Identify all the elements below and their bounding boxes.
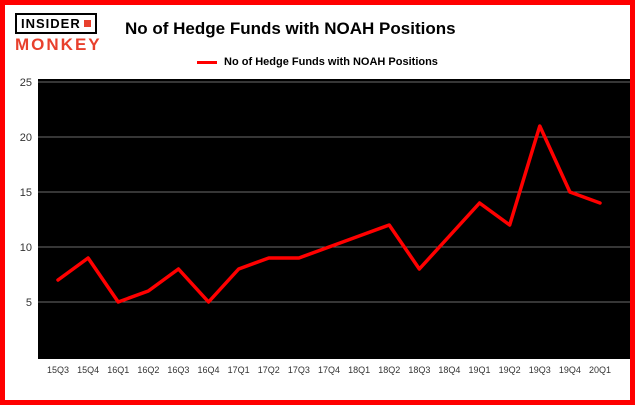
plot-background [38, 79, 630, 359]
x-tick-label: 16Q3 [167, 365, 189, 375]
logo-red-square-icon [83, 20, 91, 27]
legend-label: No of Hedge Funds with NOAH Positions [224, 56, 438, 68]
logo-monkey-text: MONKEY [15, 35, 102, 54]
series-line [56, 124, 602, 304]
x-tick-label: 18Q1 [348, 365, 370, 375]
logo-insider-text: INSIDER [21, 16, 81, 31]
x-tick-label: 19Q3 [529, 365, 551, 375]
x-tick-label: 17Q4 [318, 365, 340, 375]
x-tick-label: 16Q1 [107, 365, 129, 375]
x-tick-label: 17Q3 [288, 365, 310, 375]
x-tick-label: 18Q2 [378, 365, 400, 375]
x-tick-label: 18Q4 [438, 365, 460, 375]
x-tick-label: 17Q1 [228, 365, 250, 375]
x-tick-label: 19Q4 [559, 365, 581, 375]
y-tick-label: 20 [20, 132, 32, 144]
chart-canvas: 5 10 15 20 25 15Q3 15Q4 16Q1 16Q2 16Q3 16Q4 17Q1 17Q… [20, 77, 630, 375]
x-tick-label: 17Q2 [258, 365, 280, 375]
x-tick-label: 16Q2 [137, 365, 159, 375]
header: INSIDER MONKEY No of Hedge Funds with NO… [5, 5, 630, 53]
logo-top-row: INSIDER [15, 13, 97, 34]
y-tick-label: 5 [26, 297, 32, 309]
x-tick-label: 19Q2 [499, 365, 521, 375]
y-tick-label: 10 [20, 242, 32, 254]
x-tick-label: 16Q4 [198, 365, 220, 375]
x-tick-label: 18Q3 [408, 365, 430, 375]
legend: No of Hedge Funds with NOAH Positions [5, 53, 630, 71]
x-tick-label: 19Q1 [469, 365, 491, 375]
chart-area: 5 10 15 20 25 15Q3 15Q4 16Q1 16Q2 16Q3 16Q4 17Q1 17Q… [5, 73, 630, 389]
x-tick-label: 15Q3 [47, 365, 69, 375]
x-tick-label: 15Q4 [77, 365, 99, 375]
x-tick-label: 20Q1 [589, 365, 611, 375]
page-title: No of Hedge Funds with NOAH Positions [125, 19, 456, 38]
y-tick-label: 15 [20, 187, 32, 199]
insider-monkey-logo: INSIDER MONKEY [15, 13, 111, 53]
legend-line-swatch [197, 60, 218, 64]
y-tick-label: 25 [20, 77, 32, 89]
